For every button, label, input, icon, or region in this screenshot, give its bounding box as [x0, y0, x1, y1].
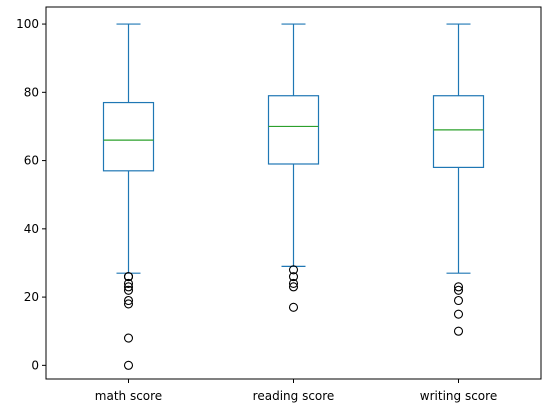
outlier-point — [453, 295, 464, 306]
outlier-point — [288, 272, 299, 282]
box-group — [432, 23, 485, 336]
y-tick-label: 0 — [31, 358, 39, 372]
y-tick-label: 40 — [24, 222, 39, 236]
x-tick-label: reading score — [253, 389, 335, 403]
y-tick-label: 60 — [24, 154, 39, 168]
x-axis: math score reading score writing score — [95, 379, 497, 403]
outlier-point — [453, 309, 464, 319]
outlier-point — [288, 265, 299, 275]
box-group — [267, 23, 320, 312]
iqr-box — [102, 101, 155, 172]
x-tick-label: math score — [95, 389, 162, 403]
outlier-point — [288, 278, 299, 288]
outlier-point — [123, 278, 134, 288]
outlier-point — [123, 285, 134, 295]
outlier-point — [453, 282, 464, 292]
outlier-point — [123, 272, 134, 282]
outlier-point — [123, 333, 134, 343]
outlier-point — [453, 285, 464, 295]
iqr-box — [267, 95, 320, 165]
y-axis: 0 20 40 60 80 100 — [16, 17, 46, 372]
outlier-point — [288, 302, 299, 312]
outlier-point — [288, 282, 299, 292]
outlier-point — [453, 326, 464, 336]
outlier-point — [123, 282, 134, 292]
x-tick-label: writing score — [420, 389, 497, 403]
y-tick-label: 80 — [24, 85, 39, 99]
y-tick-label: 20 — [24, 290, 39, 304]
axes-frame — [45, 6, 542, 380]
outlier-point — [123, 295, 134, 306]
outlier-point — [123, 299, 134, 309]
iqr-box — [432, 95, 485, 169]
box-group — [102, 23, 155, 370]
outlier-point — [123, 360, 134, 370]
y-tick-label: 100 — [16, 17, 39, 31]
plot-area — [102, 23, 485, 370]
